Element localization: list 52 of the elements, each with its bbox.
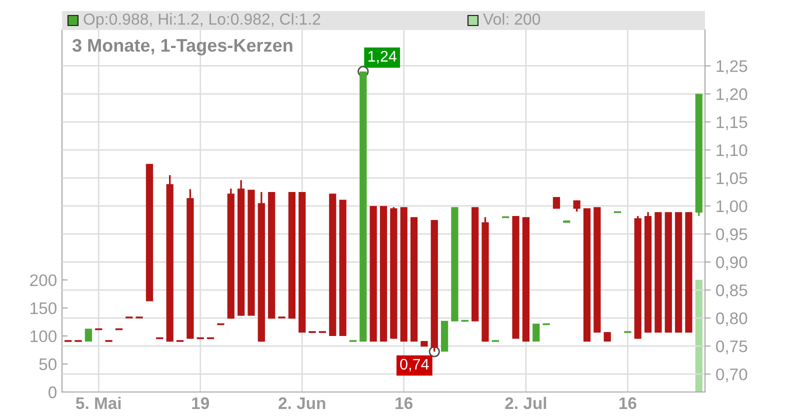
candlestick	[654, 212, 662, 333]
y-tick-label: 0,95	[716, 228, 748, 242]
candlestick	[268, 192, 276, 319]
candlestick	[146, 164, 154, 302]
y-tick-label: 1,10	[716, 144, 748, 158]
candlestick	[472, 207, 479, 322]
x-tick-label: 16	[619, 397, 636, 410]
candlestick	[451, 207, 458, 322]
y-tick-label: 0,70	[716, 368, 748, 382]
candlestick	[420, 341, 428, 347]
y2-tick-label: 150	[30, 302, 56, 314]
y-tick-label: 1,15	[716, 116, 748, 130]
y2-tick-label: 200	[30, 274, 56, 286]
candlestick	[84, 328, 92, 342]
candlestick	[288, 192, 296, 319]
candlestick	[594, 207, 601, 333]
y2-tick-label: 50	[39, 358, 56, 370]
y-tick-label: 0,75	[716, 340, 748, 354]
x-tick-label: 2. Jun	[278, 397, 326, 410]
candlestick	[410, 217, 418, 342]
candlestick	[685, 212, 692, 333]
x-tick-label: 19	[192, 397, 210, 410]
candlestick	[380, 206, 388, 342]
text: Op:0.988, Hi:1.2, Lo:0.982, Cl:1.2	[84, 13, 320, 28]
text: Vol: 200	[483, 13, 540, 25]
y-tick-label: 1,00	[716, 200, 748, 214]
candlestick	[329, 194, 336, 336]
y2-tick-label: 100	[30, 330, 56, 342]
candlestick	[512, 216, 520, 339]
y2-tick-label: 0	[48, 386, 56, 398]
x-tick-label: 5. Mai	[76, 396, 121, 410]
chart-title: 3 Monate, 1-Tages-Kerzen	[72, 38, 292, 56]
annotation: 0,74	[400, 358, 429, 372]
candlestick	[583, 208, 591, 342]
y-tick-label: 0,90	[716, 256, 748, 270]
y-tick-label: 0,85	[716, 284, 748, 298]
candlestick	[440, 320, 448, 352]
x-tick-label: 16	[396, 397, 413, 410]
annotation: 1,24	[368, 50, 397, 64]
candlestick	[370, 206, 377, 342]
x-tick-label: 2. Jul	[505, 396, 546, 410]
y-tick-label: 1,05	[716, 172, 748, 186]
y-tick-label: 1,25	[716, 60, 748, 74]
y-tick-label: 1,20	[716, 88, 748, 102]
candlestick	[339, 200, 346, 336]
y-tick-label: 0,80	[716, 312, 748, 326]
candlestick	[248, 190, 255, 316]
candlestick	[674, 212, 682, 333]
candlestick	[532, 324, 540, 342]
candlestick	[664, 212, 672, 333]
candlestick	[604, 332, 611, 342]
candlestick	[552, 196, 560, 209]
